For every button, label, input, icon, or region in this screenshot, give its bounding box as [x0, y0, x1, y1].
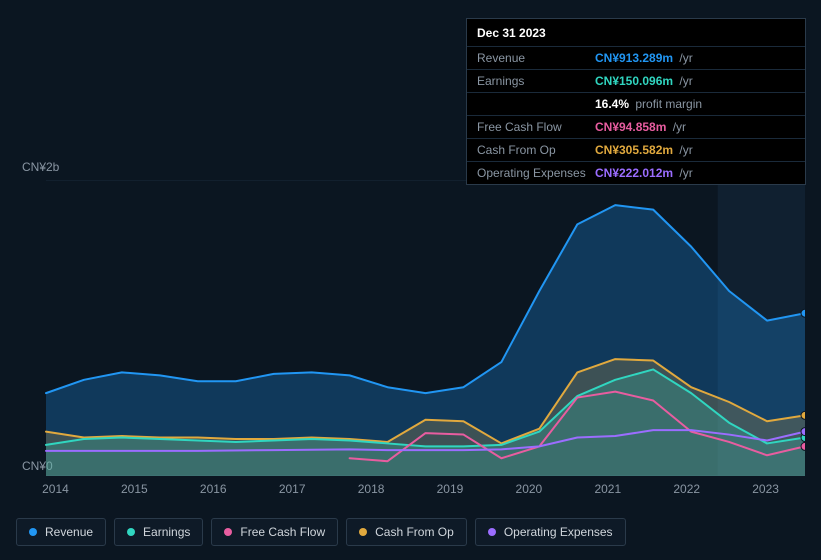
- tooltip-label: Free Cash Flow: [477, 120, 595, 134]
- x-tick: 2021: [568, 482, 647, 502]
- legend-item-free_cash_flow[interactable]: Free Cash Flow: [211, 518, 338, 546]
- tooltip-suffix: /yr: [676, 74, 693, 88]
- legend-dot-icon: [224, 528, 232, 536]
- tooltip-suffix: /yr: [669, 120, 686, 134]
- x-tick: 2017: [253, 482, 332, 502]
- y-label-top: CN¥2b: [22, 160, 59, 174]
- series-end-dot-free_cash_flow: [801, 442, 805, 450]
- x-tick: 2019: [411, 482, 490, 502]
- x-axis: 2014201520162017201820192020202120222023: [16, 482, 805, 502]
- legend-label: Operating Expenses: [504, 525, 613, 539]
- tooltip-value-wrap: CN¥150.096m /yr: [595, 74, 693, 88]
- legend-item-revenue[interactable]: Revenue: [16, 518, 106, 546]
- series-end-dot-operating_expenses: [801, 428, 805, 436]
- chart-svg: [16, 180, 805, 476]
- legend-dot-icon: [488, 528, 496, 536]
- x-tick: 2023: [726, 482, 805, 502]
- legend-label: Revenue: [45, 525, 93, 539]
- x-tick: 2015: [95, 482, 174, 502]
- tooltip-value-wrap: CN¥305.582m /yr: [595, 143, 693, 157]
- tooltip-label: Cash From Op: [477, 143, 595, 157]
- x-tick: 2018: [332, 482, 411, 502]
- tooltip-suffix: /yr: [676, 51, 693, 65]
- tooltip-label: Operating Expenses: [477, 166, 595, 180]
- tooltip-value-wrap: CN¥913.289m /yr: [595, 51, 693, 65]
- legend-item-cash_from_op[interactable]: Cash From Op: [346, 518, 467, 546]
- x-tick: 2014: [16, 482, 95, 502]
- legend-label: Free Cash Flow: [240, 525, 325, 539]
- tooltip-row: 16.4% profit margin: [467, 93, 805, 116]
- legend-label: Cash From Op: [375, 525, 454, 539]
- legend-label: Earnings: [143, 525, 190, 539]
- tooltip-suffix: profit margin: [632, 97, 702, 111]
- chart-legend: Revenue Earnings Free Cash Flow Cash From O…: [16, 518, 626, 546]
- tooltip-value: CN¥305.582m: [595, 143, 673, 157]
- tooltip-value: CN¥913.289m: [595, 51, 673, 65]
- tooltip-row: Cash From OpCN¥305.582m /yr: [467, 139, 805, 162]
- tooltip-row: EarningsCN¥150.096m /yr: [467, 70, 805, 93]
- x-tick: 2022: [647, 482, 726, 502]
- financials-chart[interactable]: [16, 180, 805, 476]
- series-end-dot-cash_from_op: [801, 411, 805, 419]
- x-tick: 2016: [174, 482, 253, 502]
- tooltip-date: Dec 31 2023: [467, 19, 805, 47]
- tooltip-value-wrap: CN¥94.858m /yr: [595, 120, 686, 134]
- legend-dot-icon: [127, 528, 135, 536]
- tooltip-row: Free Cash FlowCN¥94.858m /yr: [467, 116, 805, 139]
- legend-item-earnings[interactable]: Earnings: [114, 518, 203, 546]
- tooltip-suffix: /yr: [676, 166, 693, 180]
- tooltip-value: CN¥150.096m: [595, 74, 673, 88]
- tooltip-label: Revenue: [477, 51, 595, 65]
- tooltip-suffix: /yr: [676, 143, 693, 157]
- tooltip-label: [477, 97, 595, 111]
- tooltip-value: CN¥222.012m: [595, 166, 673, 180]
- tooltip-row: RevenueCN¥913.289m /yr: [467, 47, 805, 70]
- tooltip-value: CN¥94.858m: [595, 120, 666, 134]
- legend-dot-icon: [359, 528, 367, 536]
- tooltip-row: Operating ExpensesCN¥222.012m /yr: [467, 162, 805, 184]
- x-tick: 2020: [489, 482, 568, 502]
- chart-tooltip: Dec 31 2023 RevenueCN¥913.289m /yrEarnin…: [466, 18, 806, 185]
- legend-dot-icon: [29, 528, 37, 536]
- tooltip-label: Earnings: [477, 74, 595, 88]
- tooltip-value: 16.4%: [595, 97, 629, 111]
- legend-item-operating_expenses[interactable]: Operating Expenses: [475, 518, 626, 546]
- tooltip-rows: RevenueCN¥913.289m /yrEarningsCN¥150.096…: [467, 47, 805, 184]
- tooltip-value-wrap: 16.4% profit margin: [595, 97, 702, 111]
- tooltip-value-wrap: CN¥222.012m /yr: [595, 166, 693, 180]
- series-end-dot-revenue: [801, 309, 805, 317]
